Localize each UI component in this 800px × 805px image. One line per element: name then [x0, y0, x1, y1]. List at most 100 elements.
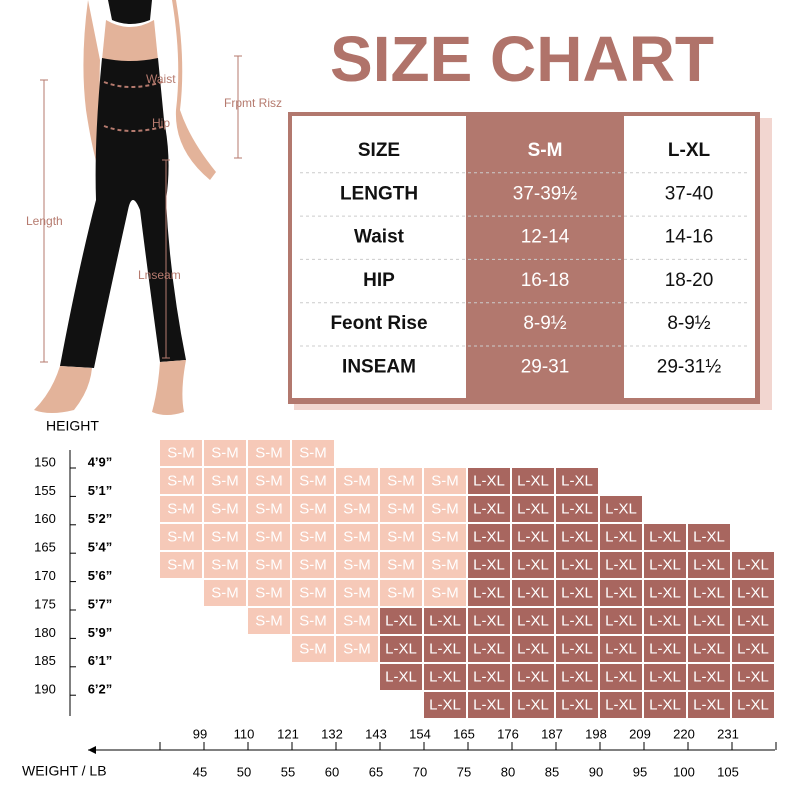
size-cell-label: L-XL	[517, 640, 549, 657]
size-cell	[688, 524, 730, 550]
size-cell	[732, 608, 774, 634]
size-cell	[424, 692, 466, 718]
weight-kg: 55	[281, 764, 295, 779]
size-cell	[556, 552, 598, 578]
size-cell	[512, 692, 554, 718]
model-figure	[34, 0, 216, 415]
size-cell-label: L-XL	[517, 668, 549, 685]
size-cell	[336, 552, 378, 578]
size-cell	[160, 468, 202, 494]
weight-kg: 80	[501, 764, 515, 779]
size-cell-label: L-XL	[473, 556, 505, 573]
size-cell-label: L-XL	[649, 612, 681, 629]
table-cell: 29-31	[521, 357, 570, 378]
size-cell	[380, 636, 422, 662]
size-cell	[204, 468, 246, 494]
weight-kg: 70	[413, 764, 427, 779]
table-cell: 37-40	[665, 183, 714, 204]
weight-kg: 60	[325, 764, 339, 779]
weight-lb: 176	[497, 726, 519, 741]
size-cell	[424, 580, 466, 606]
size-cell	[512, 636, 554, 662]
table-cell: 29-31½	[657, 357, 722, 378]
label-length: Length	[26, 214, 63, 228]
table-cell: S-M	[528, 140, 563, 161]
weight-kg: 85	[545, 764, 559, 779]
size-cell-label: L-XL	[693, 696, 725, 713]
height-ft: 4’9”	[88, 454, 113, 469]
weight-lb: 198	[585, 726, 607, 741]
height-cm: 155	[34, 483, 56, 498]
size-cell	[336, 468, 378, 494]
size-cell-label: S-M	[167, 500, 195, 517]
size-cell-label: L-XL	[517, 528, 549, 545]
size-cell	[424, 496, 466, 522]
size-cell-label: S-M	[343, 500, 371, 517]
size-cell	[160, 524, 202, 550]
size-cell	[292, 496, 334, 522]
measure-lines	[40, 55, 242, 363]
size-cell-label: S-M	[167, 472, 195, 489]
size-cell-label: S-M	[343, 640, 371, 657]
weight-lb: 99	[193, 726, 207, 741]
table-cell: HIP	[363, 270, 395, 291]
size-cell-label: L-XL	[737, 556, 769, 573]
size-cell-label: L-XL	[385, 640, 417, 657]
size-cell-label: S-M	[211, 472, 239, 489]
size-cell	[292, 552, 334, 578]
size-cell	[600, 524, 642, 550]
table-col-lxl	[624, 116, 755, 398]
size-cell-label: L-XL	[561, 640, 593, 657]
size-cell-label: S-M	[211, 500, 239, 517]
size-cell-label: L-XL	[737, 584, 769, 601]
size-cell	[600, 608, 642, 634]
height-axis-label: HEIGHT	[46, 418, 99, 434]
weight-kg: 75	[457, 764, 471, 779]
size-cell	[688, 664, 730, 690]
height-cm: 185	[34, 653, 56, 668]
size-cell	[600, 496, 642, 522]
size-cell-label: S-M	[431, 528, 459, 545]
size-cell-label: L-XL	[605, 584, 637, 601]
size-cell	[732, 664, 774, 690]
size-cell	[424, 608, 466, 634]
size-cell-label: L-XL	[693, 528, 725, 545]
size-cell-label: S-M	[255, 556, 283, 573]
table-cell: LENGTH	[340, 183, 418, 204]
size-cell-label: L-XL	[429, 612, 461, 629]
size-cell-label: S-M	[211, 444, 239, 461]
weight-kg: 100	[673, 764, 695, 779]
size-cell-label: S-M	[343, 584, 371, 601]
size-cell-label: S-M	[387, 528, 415, 545]
weight-lb: 231	[717, 726, 739, 741]
table-cell: Waist	[354, 227, 405, 248]
size-cell	[204, 580, 246, 606]
size-cell-label: S-M	[167, 528, 195, 545]
size-cell	[380, 608, 422, 634]
size-cell	[688, 636, 730, 662]
weight-lb: 121	[277, 726, 299, 741]
height-cm: 190	[34, 682, 56, 697]
size-cell	[644, 608, 686, 634]
size-cell	[600, 580, 642, 606]
size-cell	[512, 580, 554, 606]
size-cell-label: S-M	[211, 528, 239, 545]
size-cell	[248, 608, 290, 634]
weight-lb: 132	[321, 726, 343, 741]
height-cm: 150	[34, 454, 56, 469]
label-hip: Hip	[152, 116, 170, 130]
table-cell: 12-14	[521, 227, 570, 248]
size-cell-label: S-M	[167, 556, 195, 573]
size-cell-label: S-M	[255, 444, 283, 461]
weight-kg: 95	[633, 764, 647, 779]
size-cell	[336, 496, 378, 522]
weight-kg: 90	[589, 764, 603, 779]
size-cell	[468, 664, 510, 690]
size-cell-label: L-XL	[517, 500, 549, 517]
size-cell	[688, 580, 730, 606]
weight-lb: 154	[409, 726, 431, 741]
size-cell-label: S-M	[387, 500, 415, 517]
table-cell: INSEAM	[342, 357, 416, 378]
weight-axis-label: WEIGHT / LB	[22, 763, 107, 779]
size-cell-label: L-XL	[737, 668, 769, 685]
